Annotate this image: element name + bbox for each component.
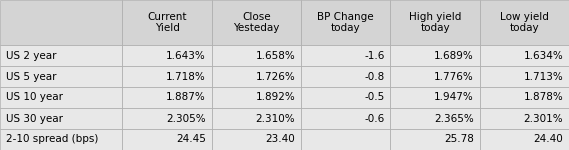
Bar	[390, 0, 480, 45]
Text: US 2 year: US 2 year	[6, 51, 56, 60]
Text: BP Change
today: BP Change today	[318, 12, 374, 33]
Bar	[390, 108, 480, 129]
Text: 1.718%: 1.718%	[166, 72, 206, 81]
Bar	[390, 66, 480, 87]
Bar	[390, 87, 480, 108]
Text: 1.634%: 1.634%	[523, 51, 563, 60]
Bar	[301, 0, 390, 45]
Bar	[212, 129, 301, 150]
Text: 1.726%: 1.726%	[255, 72, 295, 81]
Bar	[301, 66, 390, 87]
Text: 1.947%: 1.947%	[434, 93, 474, 102]
Bar	[480, 129, 569, 150]
Bar	[390, 129, 480, 150]
Bar	[0, 45, 122, 66]
Text: -0.5: -0.5	[364, 93, 385, 102]
Bar	[390, 45, 480, 66]
Bar	[212, 108, 301, 129]
Bar	[212, 0, 301, 45]
Text: 2.310%: 2.310%	[255, 114, 295, 123]
Text: 1.878%: 1.878%	[523, 93, 563, 102]
Bar	[301, 108, 390, 129]
Bar	[122, 108, 212, 129]
Bar	[122, 129, 212, 150]
Text: 1.713%: 1.713%	[523, 72, 563, 81]
Bar	[122, 0, 212, 45]
Text: 2.365%: 2.365%	[434, 114, 474, 123]
Text: 23.40: 23.40	[266, 135, 295, 144]
Text: 1.892%: 1.892%	[255, 93, 295, 102]
Text: Low yield
today: Low yield today	[500, 12, 549, 33]
Bar	[0, 66, 122, 87]
Bar	[301, 129, 390, 150]
Bar	[212, 66, 301, 87]
Text: 2.305%: 2.305%	[166, 114, 206, 123]
Text: 1.643%: 1.643%	[166, 51, 206, 60]
Text: 2.301%: 2.301%	[523, 114, 563, 123]
Bar	[0, 108, 122, 129]
Bar	[301, 45, 390, 66]
Text: Close
Yesteday: Close Yesteday	[233, 12, 279, 33]
Text: 25.78: 25.78	[444, 135, 474, 144]
Text: Current
Yield: Current Yield	[147, 12, 187, 33]
Text: -0.8: -0.8	[364, 72, 385, 81]
Text: -0.6: -0.6	[364, 114, 385, 123]
Text: US 5 year: US 5 year	[6, 72, 56, 81]
Text: High yield
today: High yield today	[409, 12, 461, 33]
Bar	[480, 0, 569, 45]
Text: -1.6: -1.6	[364, 51, 385, 60]
Text: 24.45: 24.45	[176, 135, 206, 144]
Bar	[480, 45, 569, 66]
Text: 1.658%: 1.658%	[255, 51, 295, 60]
Bar	[480, 108, 569, 129]
Bar	[122, 45, 212, 66]
Text: 1.689%: 1.689%	[434, 51, 474, 60]
Text: US 30 year: US 30 year	[6, 114, 63, 123]
Bar	[480, 87, 569, 108]
Text: 24.40: 24.40	[534, 135, 563, 144]
Text: 1.776%: 1.776%	[434, 72, 474, 81]
Bar	[212, 87, 301, 108]
Bar	[480, 66, 569, 87]
Bar	[0, 0, 122, 45]
Bar	[122, 66, 212, 87]
Bar	[0, 129, 122, 150]
Bar	[301, 87, 390, 108]
Text: 2-10 spread (bps): 2-10 spread (bps)	[6, 135, 98, 144]
Bar	[212, 45, 301, 66]
Text: 1.887%: 1.887%	[166, 93, 206, 102]
Bar	[122, 87, 212, 108]
Bar	[0, 87, 122, 108]
Text: US 10 year: US 10 year	[6, 93, 63, 102]
